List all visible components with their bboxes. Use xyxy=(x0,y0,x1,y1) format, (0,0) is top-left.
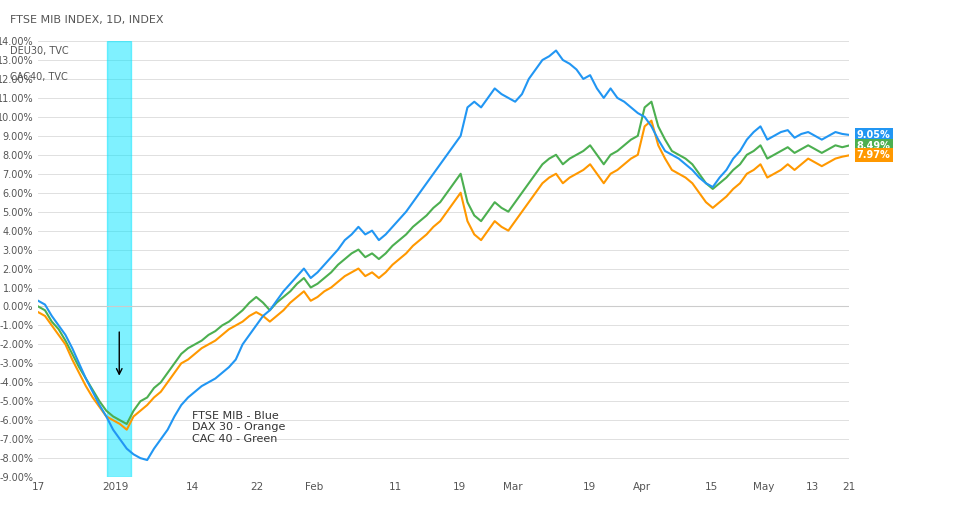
Text: CAC40, TVC: CAC40, TVC xyxy=(10,72,68,82)
Text: 8.49%: 8.49% xyxy=(856,141,890,150)
Text: FTSE MIB - Blue
DAX 30 - Orange
CAC 40 - Green: FTSE MIB - Blue DAX 30 - Orange CAC 40 -… xyxy=(193,411,285,444)
Text: FTSE MIB INDEX, 1D, INDEX: FTSE MIB INDEX, 1D, INDEX xyxy=(10,15,163,25)
Text: 7.97%: 7.97% xyxy=(856,150,890,161)
Text: DEU30, TVC: DEU30, TVC xyxy=(10,46,68,56)
Bar xyxy=(107,41,132,477)
Text: 9.05%: 9.05% xyxy=(856,130,890,140)
